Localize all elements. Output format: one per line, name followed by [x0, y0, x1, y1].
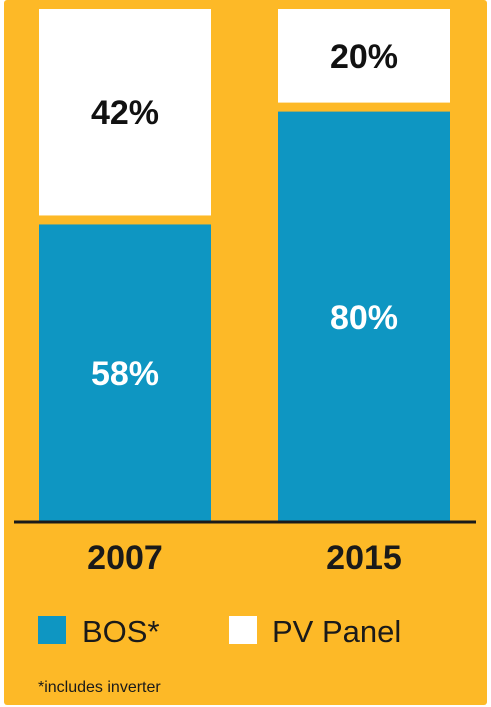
legend-label-pv-panel: PV Panel: [272, 614, 401, 649]
data-label-pv-panel-2015: 20%: [330, 38, 398, 76]
legend: BOS* PV Panel: [38, 614, 401, 649]
footnote: *includes inverter: [38, 679, 161, 696]
bar-pv-panel-2007: [39, 9, 211, 216]
bar-pv-panel-2015: [278, 9, 450, 103]
data-label-bos-2015: 80%: [330, 299, 398, 337]
data-label-bos-2007: 58%: [91, 355, 159, 393]
legend-swatch-bos: [38, 616, 66, 644]
legend-label-bos: BOS*: [82, 614, 160, 649]
x-tick-labels: 2007 2015: [87, 539, 402, 577]
bars-group: 58% 42% 80% 20%: [39, 9, 450, 522]
data-label-pv-panel-2007: 42%: [91, 94, 159, 132]
bar-bos-2007: [39, 224, 211, 522]
legend-swatch-pv-panel: [229, 616, 257, 644]
x-tick-label-2007: 2007: [87, 539, 163, 577]
x-tick-label-2015: 2015: [326, 539, 402, 577]
bar-bos-2015: [278, 111, 450, 522]
